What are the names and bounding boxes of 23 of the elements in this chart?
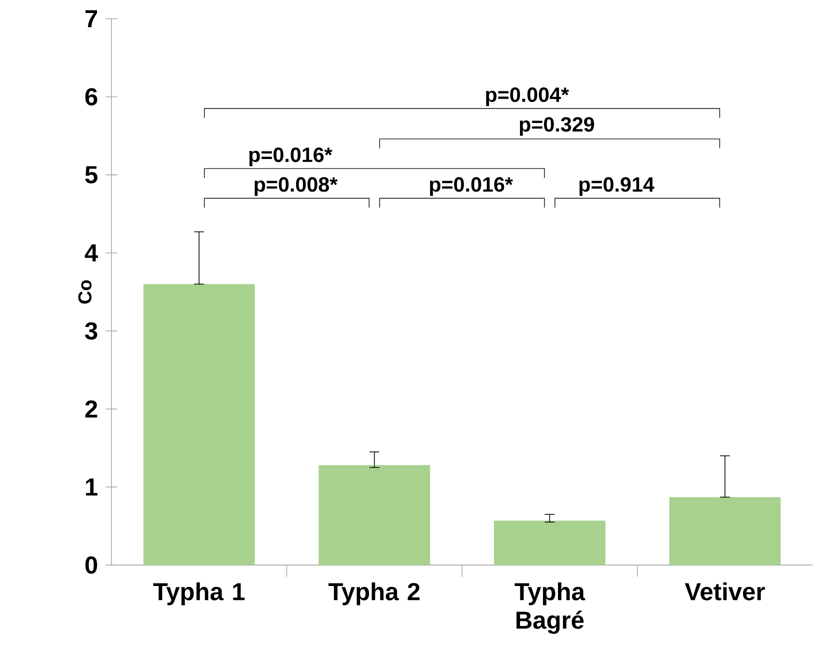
y-tick-label: 1 (86, 478, 98, 496)
y-tick-label: 7 (85, 10, 98, 28)
annotation: p=0.016* (430, 177, 513, 196)
y-tick-label: 2 (85, 400, 98, 418)
annotation: p=0.016* (249, 148, 332, 166)
bar (318, 465, 430, 566)
bar (669, 497, 781, 566)
x-tick-label: Vetiver (684, 582, 765, 601)
y-tick-label: 0 (85, 556, 98, 574)
y-tick-label: 6 (85, 88, 98, 106)
bar (494, 520, 606, 566)
y-tick-label: 3 (85, 322, 98, 340)
annotation: p=0.004* (486, 88, 570, 106)
x-tick-label: Typha 1 (153, 582, 245, 606)
annotation: p=0.914 (580, 177, 654, 196)
x-tick-label: Typha Bagré (514, 582, 586, 634)
bar (143, 284, 255, 566)
y-tick-label: 4 (84, 244, 98, 262)
annotation: p=0.329 (520, 117, 594, 136)
annotation: p=0.008* (254, 177, 338, 196)
y-axis-title: Co (78, 280, 92, 304)
y-tick-label: 5 (85, 166, 98, 184)
x-tick-label: Typha 2 (328, 582, 420, 606)
